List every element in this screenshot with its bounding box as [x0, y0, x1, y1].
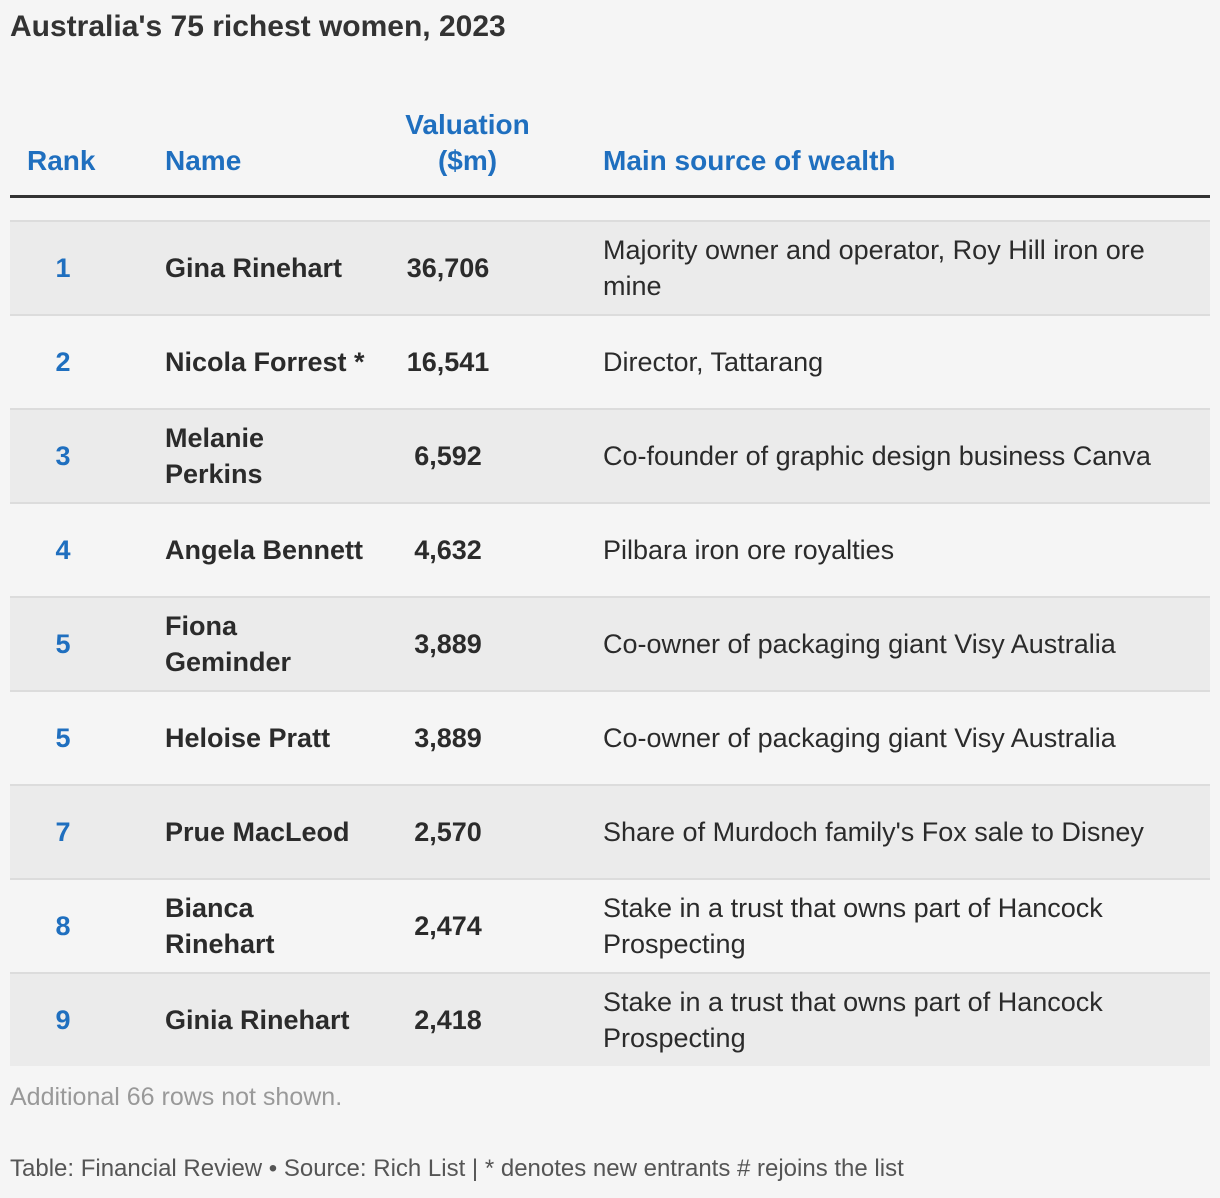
- source-cell-text: Stake in a trust that owns part of Hanco…: [603, 893, 1103, 959]
- valuation-cell-text: 16,541: [406, 347, 490, 377]
- name-cell: Bianca Rinehart: [165, 880, 365, 972]
- column-header-valuation-line1: Valuation: [405, 109, 530, 140]
- source-cell: Stake in a trust that owns part of Hanco…: [603, 974, 1203, 1066]
- rank-cell: 3: [10, 410, 116, 502]
- column-header-name[interactable]: Name: [165, 145, 242, 176]
- valuation-cell: 4,632: [370, 504, 526, 596]
- rank-cell-text: 1: [55, 253, 71, 283]
- rank-cell-text: 4: [55, 535, 71, 565]
- valuation-cell: 3,889: [370, 692, 526, 784]
- table-row: 7 Prue MacLeod 2,570 Share of Murdoch famil…: [10, 784, 1210, 878]
- name-cell: Fiona Geminder: [165, 598, 365, 690]
- valuation-cell: 2,570: [370, 786, 526, 878]
- page-title: Australia's 75 richest women, 2023: [10, 10, 506, 43]
- column-header-source[interactable]: Main source of wealth: [603, 145, 896, 176]
- valuation-cell: 6,592: [370, 410, 526, 502]
- name-cell: Gina Rinehart: [165, 222, 365, 314]
- rank-cell-text: 7: [55, 817, 71, 847]
- rank-cell-text: 9: [55, 1005, 71, 1035]
- rank-cell-text: 2: [55, 347, 71, 377]
- name-cell: Ginia Rinehart: [165, 974, 365, 1066]
- valuation-cell-text: 6,592: [414, 441, 482, 471]
- rank-cell: 9: [10, 974, 116, 1066]
- table-row: 3 Melanie Perkins 6,592 Co-founder of graph…: [10, 408, 1210, 502]
- valuation-cell: 2,474: [370, 880, 526, 972]
- valuation-cell: 3,889: [370, 598, 526, 690]
- name-cell: Melanie Perkins: [165, 410, 365, 502]
- name-cell: Heloise Pratt: [165, 692, 365, 784]
- source-cell-text: Co-owner of packaging giant Visy Austral…: [603, 629, 1116, 659]
- name-cell-text: Melanie Perkins: [165, 423, 265, 489]
- source-cell: Pilbara iron ore royalties: [603, 504, 1203, 596]
- rank-cell-text: 5: [55, 629, 71, 659]
- source-cell: Co-founder of graphic design business Ca…: [603, 410, 1203, 502]
- table-body: 1 Gina Rinehart 36,706 Majority owner and o…: [10, 220, 1210, 1066]
- table-row: 1 Gina Rinehart 36,706 Majority owner and o…: [10, 220, 1210, 314]
- source-cell-text: Majority owner and operator, Roy Hill ir…: [603, 235, 1145, 301]
- valuation-cell-text: 36,706: [406, 253, 490, 283]
- source-cell: Majority owner and operator, Roy Hill ir…: [603, 222, 1203, 314]
- table-row: 2 Nicola Forrest * 16,541 Director, Tattara…: [10, 314, 1210, 408]
- valuation-cell-text: 2,570: [414, 817, 482, 847]
- rank-cell: 7: [10, 786, 116, 878]
- source-cell: Director, Tattarang: [603, 316, 1203, 408]
- name-cell-text: Prue MacLeod: [165, 817, 350, 847]
- rank-cell: 1: [10, 222, 116, 314]
- rank-cell: 5: [10, 692, 116, 784]
- valuation-cell-text: 4,632: [414, 535, 482, 565]
- rank-cell-text: 5: [55, 723, 71, 753]
- column-header-valuation-line2: ($m): [437, 145, 498, 176]
- table-row: 4 Angela Bennett 4,632 Pilbara iron ore roy…: [10, 502, 1210, 596]
- source-cell-text: Share of Murdoch family's Fox sale to Di…: [603, 817, 1144, 847]
- header-spacer: [10, 198, 1210, 220]
- name-cell: Prue MacLeod: [165, 786, 365, 878]
- valuation-cell-text: 3,889: [414, 629, 482, 659]
- valuation-cell: 36,706: [370, 222, 526, 314]
- valuation-cell-text: 2,474: [414, 911, 482, 941]
- name-cell-text: Angela Bennett: [165, 535, 364, 565]
- source-cell: Co-owner of packaging giant Visy Austral…: [603, 692, 1203, 784]
- name-cell-text: Fiona Geminder: [165, 611, 292, 677]
- source-cell: Stake in a trust that owns part of Hanco…: [603, 880, 1203, 972]
- valuation-cell: 2,418: [370, 974, 526, 1066]
- data-table: Rank Name Valuation ($m) Main source of …: [10, 100, 1210, 1066]
- name-cell: Angela Bennett: [165, 504, 365, 596]
- source-cell: Co-owner of packaging giant Visy Austral…: [603, 598, 1203, 690]
- source-cell: Share of Murdoch family's Fox sale to Di…: [603, 786, 1203, 878]
- table-row: 5 Heloise Pratt 3,889 Co-owner of packaging…: [10, 690, 1210, 784]
- name-cell-text: Heloise Pratt: [165, 723, 331, 753]
- table-footer: Table: Financial Review • Source: Rich L…: [10, 1155, 904, 1182]
- rank-cell: 8: [10, 880, 116, 972]
- valuation-cell-text: 3,889: [414, 723, 482, 753]
- source-cell-text: Co-founder of graphic design business Ca…: [603, 441, 1151, 471]
- table-row: 5 Fiona Geminder 3,889 Co-owner of packagin…: [10, 596, 1210, 690]
- table-row: 8 Bianca Rinehart 2,474 Stake in a trust th…: [10, 878, 1210, 972]
- rank-cell-text: 3: [55, 441, 71, 471]
- source-cell-text: Stake in a trust that owns part of Hanco…: [603, 987, 1103, 1053]
- name-cell-text: Nicola Forrest *: [165, 347, 365, 377]
- rank-cell: 2: [10, 316, 116, 408]
- table-header: Rank Name Valuation ($m) Main source of …: [10, 100, 1210, 198]
- table-row: 9 Ginia Rinehart 2,418 Stake in a trust tha…: [10, 972, 1210, 1066]
- source-cell-text: Pilbara iron ore royalties: [603, 535, 895, 565]
- more-rows-note: Additional 66 rows not shown.: [10, 1083, 343, 1111]
- valuation-cell: 16,541: [370, 316, 526, 408]
- name-cell: Nicola Forrest *: [165, 316, 365, 408]
- column-header-valuation[interactable]: Valuation ($m): [390, 107, 545, 179]
- name-cell-text: Bianca Rinehart: [165, 893, 275, 959]
- name-cell-text: Gina Rinehart: [165, 253, 343, 283]
- rank-cell: 5: [10, 598, 116, 690]
- rank-cell-text: 8: [55, 911, 71, 941]
- name-cell-text: Ginia Rinehart: [165, 1005, 350, 1035]
- source-cell-text: Co-owner of packaging giant Visy Austral…: [603, 723, 1116, 753]
- rank-cell: 4: [10, 504, 116, 596]
- valuation-cell-text: 2,418: [414, 1005, 482, 1035]
- column-header-rank[interactable]: Rank: [27, 145, 96, 176]
- source-cell-text: Director, Tattarang: [603, 347, 824, 377]
